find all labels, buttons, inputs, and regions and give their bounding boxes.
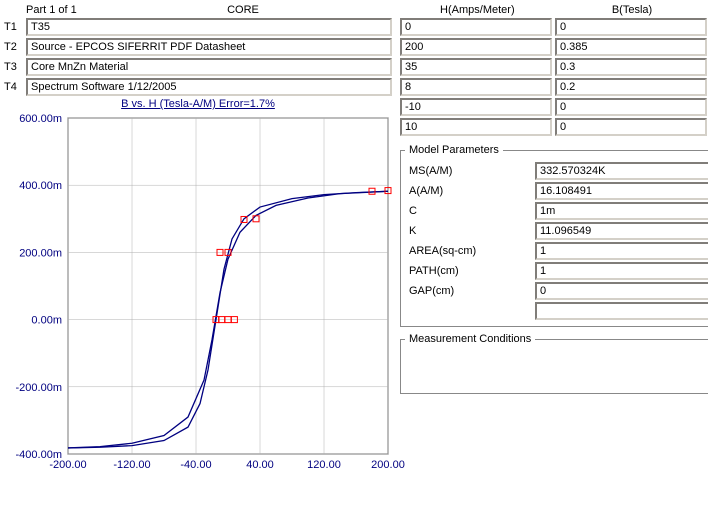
- svg-text:0.00m: 0.00m: [31, 315, 62, 327]
- table-cell[interactable]: [555, 78, 707, 96]
- bh-chart: -200.00-120.00-40.0040.00120.00200.00-40…: [12, 114, 392, 474]
- table-cell[interactable]: [400, 38, 552, 56]
- param-input[interactable]: [535, 302, 708, 320]
- table-cell[interactable]: [555, 38, 707, 56]
- t-label-4: T4: [4, 81, 26, 93]
- t-label-1: T1: [4, 21, 26, 33]
- table-row: [400, 18, 708, 36]
- model-parameters-group: Model Parameters MS(A/M) A(A/M) CK AREA(sq-…: [400, 144, 708, 327]
- svg-text:-120.00: -120.00: [113, 459, 150, 471]
- param-input[interactable]: [535, 282, 708, 300]
- part-label: Part 1 of 1: [4, 4, 94, 16]
- svg-text:200.00m: 200.00m: [19, 247, 62, 259]
- t-label-2: T2: [4, 41, 26, 53]
- svg-text:400.00m: 400.00m: [19, 180, 62, 192]
- svg-text:-400.00m: -400.00m: [16, 449, 62, 461]
- t-input-4[interactable]: [26, 78, 392, 96]
- table-cell[interactable]: [555, 118, 707, 136]
- param-input[interactable]: [535, 202, 708, 220]
- table-cell[interactable]: [555, 58, 707, 76]
- table-cell[interactable]: [400, 118, 552, 136]
- param-label: MS(A/M): [405, 165, 535, 177]
- table-cell[interactable]: [400, 98, 552, 116]
- table-row: [400, 78, 708, 96]
- param-input[interactable]: [535, 222, 708, 240]
- svg-text:-200.00m: -200.00m: [16, 382, 62, 394]
- t-label-3: T3: [4, 61, 26, 73]
- param-label: PATH(cm): [405, 265, 535, 277]
- svg-text:120.00: 120.00: [307, 459, 341, 471]
- measurement-conditions-group: Measurement Conditions: [400, 333, 708, 394]
- param-label: GAP(cm): [405, 285, 535, 297]
- measurement-conditions-legend: Measurement Conditions: [405, 333, 535, 345]
- table-header: H(Amps/Meter): [400, 4, 555, 16]
- section-label: CORE: [94, 4, 392, 16]
- table-cell[interactable]: [400, 58, 552, 76]
- svg-text:40.00: 40.00: [246, 459, 274, 471]
- table-cell[interactable]: [555, 18, 707, 36]
- table-cell[interactable]: [400, 78, 552, 96]
- param-label: AREA(sq-cm): [405, 245, 535, 257]
- table-row: [400, 58, 708, 76]
- table-row: [400, 38, 708, 56]
- svg-text:200.00: 200.00: [371, 459, 405, 471]
- t-input-1[interactable]: [26, 18, 392, 36]
- table-cell[interactable]: [555, 98, 707, 116]
- t-input-3[interactable]: [26, 58, 392, 76]
- param-label: K: [405, 225, 535, 237]
- table-cell[interactable]: [400, 18, 552, 36]
- table-row: [400, 118, 708, 136]
- chart-title: B vs. H (Tesla-A/M) Error=1.7%: [4, 98, 392, 110]
- param-input[interactable]: [535, 182, 708, 200]
- table-row: [400, 98, 708, 116]
- model-parameters-legend: Model Parameters: [405, 144, 503, 156]
- param-input[interactable]: [535, 262, 708, 280]
- svg-text:600.00m: 600.00m: [19, 113, 62, 125]
- param-input[interactable]: [535, 162, 708, 180]
- svg-text:-40.00: -40.00: [180, 459, 211, 471]
- t-input-2[interactable]: [26, 38, 392, 56]
- param-label: A(A/M): [405, 185, 535, 197]
- param-label: C: [405, 205, 535, 217]
- param-input[interactable]: [535, 242, 708, 260]
- table-header: B(Tesla): [555, 4, 708, 16]
